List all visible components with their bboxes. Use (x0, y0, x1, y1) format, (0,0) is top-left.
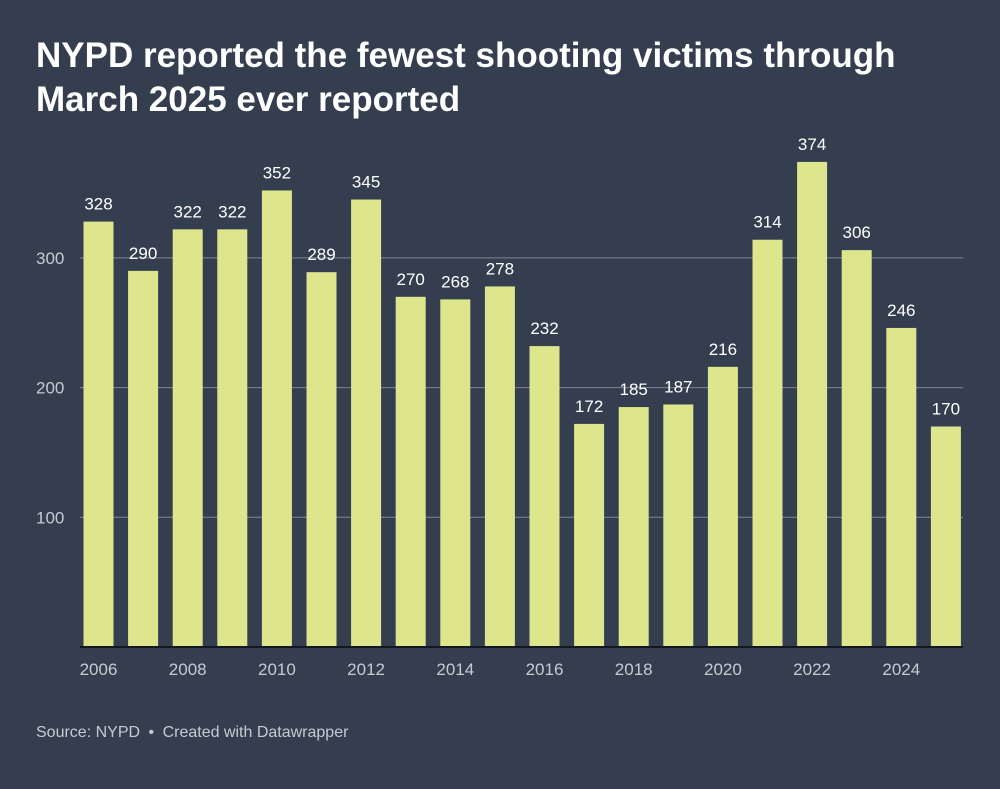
x-tick-label-2010: 2010 (258, 660, 296, 679)
x-tick-label-2012: 2012 (347, 660, 385, 679)
bar-2017 (574, 423, 605, 647)
bar-2008 (172, 229, 203, 647)
bar-2014 (440, 299, 471, 647)
bar-2012 (351, 199, 382, 647)
gridlines (80, 257, 963, 518)
x-tick-label-2006: 2006 (80, 660, 118, 679)
bar-2007 (128, 270, 159, 647)
value-label-2012: 345 (352, 173, 380, 192)
bar-2011 (306, 272, 337, 647)
x-tick-label-2024: 2024 (882, 660, 920, 679)
value-label-2021: 314 (753, 213, 781, 232)
bar-2024 (886, 327, 917, 647)
y-tick-label: 200 (36, 379, 64, 398)
value-label-2010: 352 (263, 163, 291, 182)
bar-2009 (217, 229, 248, 647)
x-tick-label-2020: 2020 (704, 660, 742, 679)
source-note: Source: NYPD (36, 724, 141, 741)
value-label-2016: 232 (530, 319, 558, 338)
value-label-2015: 278 (486, 259, 514, 278)
value-label-2022: 374 (798, 135, 826, 154)
bar-2019 (663, 404, 694, 647)
x-tick-label-2014: 2014 (436, 660, 474, 679)
value-label-2017: 172 (575, 397, 603, 416)
x-tick-label-2016: 2016 (526, 660, 564, 679)
value-label-2008: 322 (174, 202, 202, 221)
value-label-2014: 268 (441, 272, 469, 291)
value-label-2025: 170 (932, 400, 960, 419)
value-label-2013: 270 (397, 270, 425, 289)
bar-2023 (841, 250, 872, 648)
bar-2015 (484, 286, 515, 647)
chart-title-line-1: NYPD reported the fewest shooting victim… (36, 36, 896, 75)
x-tick-label-2022: 2022 (793, 660, 831, 679)
bars (83, 161, 961, 648)
chart-title: NYPD reported the fewest shooting victim… (36, 34, 936, 122)
bar-2010 (261, 190, 292, 647)
x-tick-label-2008: 2008 (169, 660, 207, 679)
credit-note: Created with Datawrapper (162, 724, 349, 741)
value-label-2009: 322 (218, 202, 246, 221)
value-label-2011: 289 (307, 245, 335, 264)
bar-2025 (930, 426, 961, 647)
chart-title-line-2: March 2025 ever reported (36, 80, 461, 119)
y-tick-label: 300 (36, 249, 64, 268)
bar-2021 (752, 239, 783, 647)
footer-separator: • (148, 724, 155, 741)
value-label-2020: 216 (709, 340, 737, 359)
bar-2022 (797, 161, 828, 647)
bar-2016 (529, 346, 560, 647)
value-labels: 328 290 322 322 352 289 345 270 268 278 232 172 185 1… (84, 135, 960, 419)
footer: Source: NYPD • Created with Datawrapper (36, 724, 348, 742)
bar-2020 (707, 366, 738, 647)
bar-2006 (83, 221, 114, 648)
value-label-2007: 290 (129, 244, 157, 263)
value-label-2019: 187 (664, 377, 692, 396)
value-label-2024: 246 (887, 301, 915, 320)
value-label-2023: 306 (843, 223, 871, 242)
y-tick-label: 100 (36, 508, 64, 527)
axes: 100 200 300 2006 2008 2010 2012 2014 2016 2018 202… (36, 249, 963, 679)
bar-2018 (618, 407, 649, 647)
value-label-2006: 328 (84, 195, 112, 214)
value-label-2018: 185 (620, 380, 648, 399)
x-tick-label-2018: 2018 (615, 660, 653, 679)
bar-2013 (395, 296, 426, 647)
